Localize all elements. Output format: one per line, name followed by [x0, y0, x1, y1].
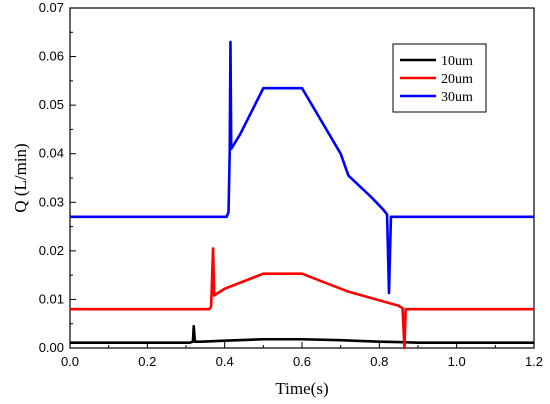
series-layer	[70, 40, 534, 350]
y-tick-label: 0.07	[39, 0, 64, 15]
y-axis-title: Q (L/min)	[11, 143, 30, 212]
x-tick-label: 0.2	[138, 354, 156, 369]
series-line-20um	[70, 247, 534, 350]
legend-label-10um: 10um	[441, 54, 473, 69]
y-axis: 0.00 0.01 0.02 0.03 0.04 0.05 0.06 0.07	[39, 0, 76, 355]
y-tick-label: 0.05	[39, 97, 64, 112]
x-tick-label: 0.6	[293, 354, 311, 369]
y-tick-label: 0.03	[39, 194, 64, 209]
y-tick-label: 0.02	[39, 243, 64, 258]
x-tick-label: 0.4	[216, 354, 234, 369]
series-line-30um	[70, 40, 534, 295]
y-tick-label: 0.00	[39, 340, 64, 355]
x-tick-label: 1.0	[448, 354, 466, 369]
legend-label-30um: 30um	[441, 90, 473, 105]
y-tick-label: 0.04	[39, 146, 64, 161]
series-line-10um	[70, 324, 534, 344]
y-tick-label: 0.01	[39, 291, 64, 306]
x-axis-title: Time(s)	[275, 379, 328, 398]
x-tick-label: 0.8	[370, 354, 388, 369]
x-tick-label: 0.0	[61, 354, 79, 369]
legend-label-20um: 20um	[441, 72, 473, 87]
x-axis: 0.0 0.2 0.4 0.6 0.8 1.0 1.2	[61, 342, 543, 369]
y-tick-label: 0.06	[39, 49, 64, 64]
x-tick-label: 1.2	[525, 354, 543, 369]
legend: 10um 20um 30um	[392, 43, 487, 113]
